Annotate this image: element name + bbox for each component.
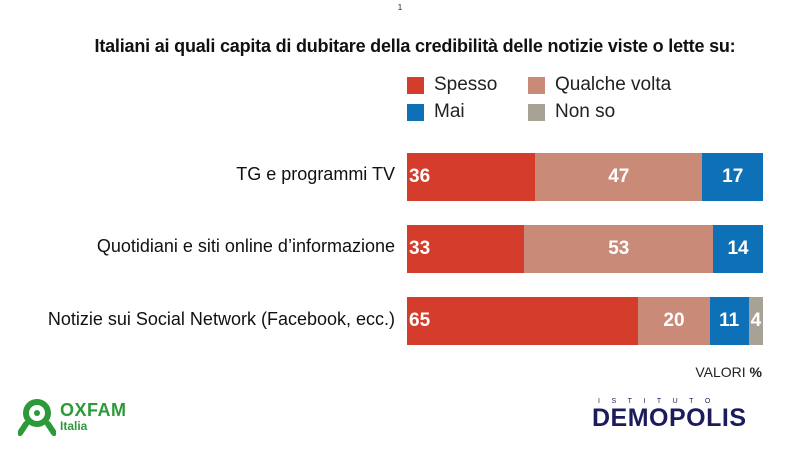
data-label-social-qualche-volta: 20 — [663, 310, 685, 331]
bar-segment-social-qualche-volta: 20 — [638, 297, 710, 345]
legend-swatch-mai — [407, 103, 424, 121]
bar-segment-tg-mai: 17 — [702, 153, 763, 201]
bar-segment-social-spesso: 65 — [407, 297, 639, 345]
legend-label-spesso: Spesso — [434, 74, 498, 95]
bar-row-social: 65 20 11 4 — [407, 297, 763, 345]
bar-segment-social-non-so: 4 — [748, 297, 763, 345]
chart-title: Italiani ai quali capita di dubitare del… — [94, 36, 736, 56]
oxfam-sub: Italia — [60, 419, 88, 433]
demopolis-top: ISTITUTO — [598, 398, 722, 405]
demopolis-name: DEMOPOLIS — [592, 404, 747, 432]
bar-segment-quotidiani-mai: 14 — [713, 225, 763, 273]
category-label-quotidiani: Quotidiani e siti online d’informazione — [96, 236, 395, 256]
demopolis-logo: ISTITUTO DEMOPOLIS — [592, 398, 772, 431]
data-label-tg-qualche-volta: 47 — [608, 166, 630, 187]
legend-item-non-so: Non so — [528, 101, 615, 123]
category-label-social: Notizie sui Social Network (Facebook, ec… — [47, 309, 395, 329]
category-label-tg: TG e programmi TV — [236, 164, 395, 184]
page-number: 1 — [397, 3, 403, 12]
data-label-tg-spesso: 36 — [409, 166, 431, 187]
bar-segment-quotidiani-spesso: 33 — [407, 225, 525, 273]
oxfam-name: OXFAM — [60, 400, 127, 420]
legend-label-mai: Mai — [434, 101, 465, 122]
data-label-social-spesso: 65 — [409, 310, 431, 331]
bar-segment-tg-spesso: 36 — [407, 153, 536, 201]
legend: Spesso Qualche volta Mai Non so — [407, 74, 747, 126]
valori-unit: % — [749, 364, 762, 380]
legend-swatch-non-so — [528, 103, 545, 121]
legend-label-qualche-volta: Qualche volta — [555, 74, 672, 95]
bar-row-tg: 36 47 17 — [407, 153, 763, 201]
data-label-social-mai: 11 — [719, 310, 740, 331]
legend-item-spesso: Spesso — [407, 74, 497, 96]
oxfam-logo-icon — [18, 399, 56, 436]
bar-segment-tg-qualche-volta: 47 — [535, 153, 703, 201]
data-label-social-non-so: 4 — [750, 310, 762, 331]
bar-segment-social-mai: 11 — [709, 297, 749, 345]
bar-segment-quotidiani-qualche-volta: 53 — [524, 225, 714, 273]
legend-label-non-so: Non so — [555, 101, 616, 122]
data-label-quotidiani-qualche-volta: 53 — [608, 238, 630, 259]
legend-swatch-spesso — [407, 76, 424, 94]
data-label-quotidiani-spesso: 33 — [409, 238, 431, 259]
legend-item-mai: Mai — [407, 101, 465, 123]
legend-item-qualche-volta: Qualche volta — [528, 74, 671, 96]
data-label-quotidiani-mai: 14 — [727, 238, 749, 259]
legend-swatch-qualche-volta — [528, 76, 545, 94]
bar-row-quotidiani: 33 53 14 — [407, 225, 763, 273]
valori-note: VALORI % — [695, 364, 762, 380]
oxfam-logo: OXFAM Italia — [18, 398, 127, 436]
data-label-tg-mai: 17 — [722, 166, 744, 187]
valori-label: VALORI — [695, 364, 746, 380]
